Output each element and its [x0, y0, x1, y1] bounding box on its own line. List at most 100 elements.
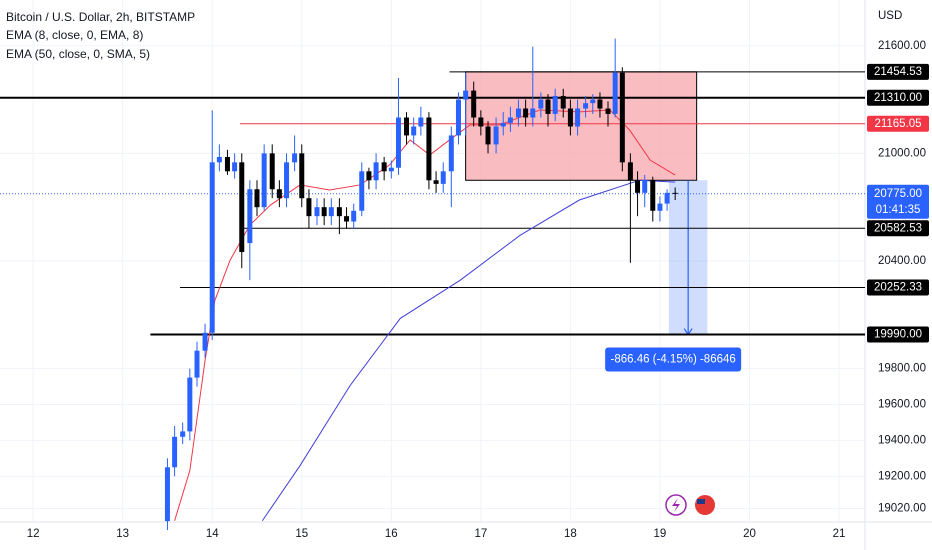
candle-body: [388, 167, 394, 172]
candle-body: [619, 72, 625, 163]
candle-body: [567, 108, 573, 127]
candle-body: [440, 171, 446, 184]
candle-body: [395, 117, 401, 168]
candle-body: [575, 108, 581, 127]
y-tick-label: 21600.00: [878, 40, 926, 52]
x-tick-label: 17: [474, 528, 487, 540]
candle-body: [471, 90, 477, 118]
level-label: 21310.00: [874, 92, 922, 104]
candle-body: [306, 198, 312, 217]
level-label-box: [867, 220, 929, 237]
currency-label: USD: [878, 10, 902, 22]
x-tick-label: 20: [743, 528, 756, 540]
candle-body: [351, 210, 357, 222]
candle-body: [560, 95, 566, 109]
level-label-box: [867, 89, 929, 106]
candle-body: [590, 99, 596, 104]
legend-entry: EMA (8, close, 0, EMA, 8): [6, 28, 143, 42]
level-label-box: [867, 279, 929, 296]
candle-body: [224, 156, 230, 172]
countdown-label: 01:41:35: [876, 204, 921, 216]
candle-body: [657, 203, 663, 211]
candle-body: [381, 162, 387, 172]
candle-body: [269, 153, 275, 190]
candle-body: [239, 162, 245, 253]
zone: [465, 71, 698, 181]
candle-body: [292, 153, 298, 163]
candle-body: [261, 153, 267, 208]
candle-body: [650, 180, 656, 211]
y-tick-label: 19600.00: [878, 399, 926, 411]
y-tick-label: 20400.00: [878, 255, 926, 267]
candle-body: [276, 189, 282, 199]
candle-body: [299, 153, 305, 199]
candle-body: [180, 431, 186, 437]
candle-body: [373, 162, 379, 181]
candle-body: [455, 99, 461, 136]
level-label: 20582.53: [874, 222, 922, 234]
icon: [672, 498, 680, 512]
candle-body: [597, 99, 603, 109]
candle-body: [284, 162, 290, 199]
candle-body: [500, 122, 506, 127]
candle-body: [627, 162, 633, 181]
candle-body: [552, 95, 558, 114]
level-label: 21165.05: [874, 118, 921, 130]
candle-body: [545, 99, 551, 114]
candle-body: [202, 332, 208, 351]
candle-body: [336, 207, 342, 217]
candle-body: [515, 108, 521, 118]
level-label-box: [867, 115, 929, 132]
candle-body: [232, 162, 238, 172]
candle-body: [344, 216, 350, 222]
measure-label: -866.46 (-4.15%) -86646: [610, 354, 735, 366]
candle-body: [448, 135, 454, 172]
candle-body: [433, 180, 439, 184]
candle-body: [426, 117, 432, 181]
y-tick-label: 19020.00: [878, 503, 926, 515]
candle-body: [538, 99, 544, 109]
candle-body: [523, 108, 529, 118]
icon: [695, 495, 715, 515]
candle-body: [605, 108, 611, 114]
candle-body: [642, 180, 648, 193]
candle-body: [530, 108, 536, 118]
last-price-box: [867, 184, 929, 219]
candle-body: [664, 192, 670, 204]
y-tick-label: 19200.00: [878, 470, 926, 482]
candle-body: [164, 467, 170, 522]
level-label-box: [867, 63, 929, 80]
candle-body: [485, 126, 491, 145]
candle-body: [321, 207, 327, 217]
candle-body: [635, 180, 641, 193]
candle-body: [194, 350, 200, 378]
x-tick-label: 19: [654, 528, 667, 540]
candle-body: [583, 103, 589, 109]
candle-body: [478, 117, 484, 127]
level-label: 20252.33: [874, 282, 922, 294]
indicator-line: [261, 179, 676, 522]
x-tick-label: 13: [116, 528, 129, 540]
candle-body: [314, 207, 320, 217]
candle-body: [172, 436, 178, 468]
x-tick-label: 21: [833, 528, 846, 540]
measure-label-box: [605, 347, 742, 372]
candle-body: [366, 171, 372, 181]
icon: [697, 499, 705, 504]
x-tick-label: 16: [385, 528, 398, 540]
icons: [665, 494, 715, 516]
y-tick-label: 19800.00: [878, 363, 926, 375]
candle-body: [672, 192, 678, 194]
candle-body: [254, 189, 260, 208]
candle-body: [493, 126, 499, 145]
x-tick-label: 18: [564, 528, 577, 540]
candle-body: [507, 117, 513, 123]
y-tick-label: 21000.00: [878, 147, 926, 159]
candle-body: [404, 117, 410, 136]
chart-title: Bitcoin / U.S. Dollar, 2h, BITSTAMP: [6, 10, 195, 24]
candle-body: [209, 162, 215, 333]
candle-body: [359, 171, 365, 211]
candle-body: [418, 117, 424, 127]
